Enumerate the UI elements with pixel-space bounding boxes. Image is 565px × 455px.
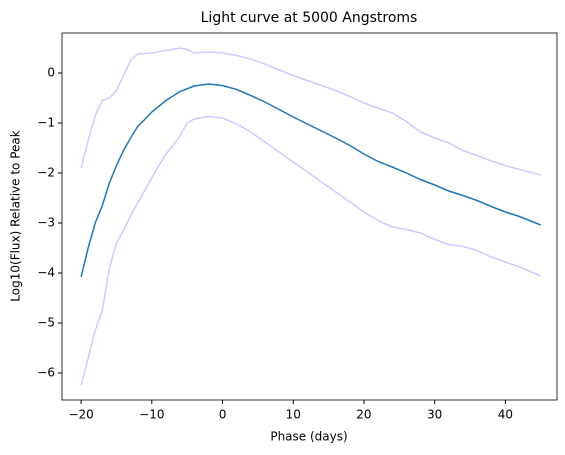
x-tick-label: 10	[286, 408, 301, 422]
line-series	[80, 115, 542, 386]
x-tick-label: −10	[139, 408, 164, 422]
y-tick-label: −4	[37, 266, 55, 280]
line-series	[80, 47, 541, 176]
x-tick-label: 40	[498, 408, 513, 422]
y-tick-label: −6	[37, 366, 55, 380]
y-tick-label: −3	[37, 216, 55, 230]
y-tick-label: −1	[37, 116, 55, 130]
y-tick-label: −5	[37, 316, 55, 330]
line-series	[80, 83, 542, 278]
x-tick-label: 0	[219, 408, 227, 422]
x-tick-label: 20	[356, 408, 371, 422]
y-tick-label: −2	[37, 166, 55, 180]
y-axis-label: Log10(Flux) Relative to Peak	[9, 130, 23, 301]
y-tick-label: 0	[47, 66, 55, 80]
chart-title: Light curve at 5000 Angstroms	[201, 10, 418, 26]
x-tick-label: 30	[427, 408, 442, 422]
x-tick-label: −20	[68, 408, 93, 422]
plot-frame	[61, 32, 558, 401]
x-axis-label: Phase (days)	[270, 430, 347, 444]
